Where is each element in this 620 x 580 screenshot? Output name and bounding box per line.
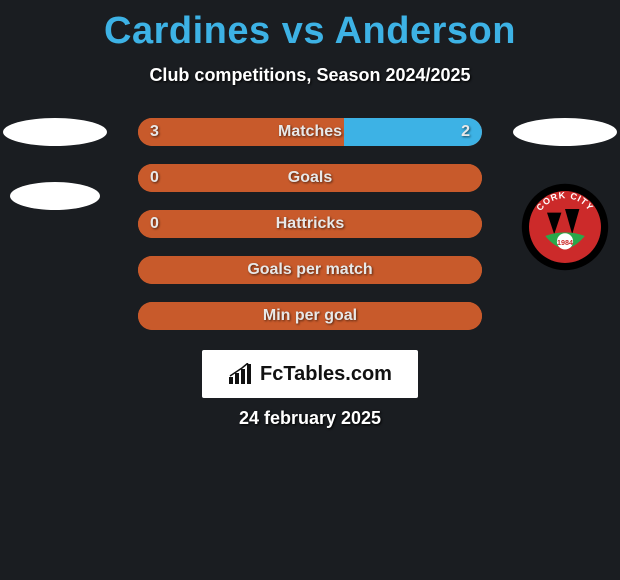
cork-city-crest-icon: 1984 CORK CITY [520, 182, 610, 272]
stat-row-goals-per-match: Goals per match [138, 256, 482, 284]
stat-row-min-per-goal: Min per goal [138, 302, 482, 330]
team-logo-placeholder [3, 118, 107, 146]
fctables-watermark: FcTables.com [202, 350, 418, 398]
player-a-logos [0, 118, 110, 210]
stat-label: Hattricks [138, 210, 482, 238]
stat-label: Matches [138, 118, 482, 146]
stat-label: Min per goal [138, 302, 482, 330]
player-b-logos: 1984 CORK CITY [510, 118, 620, 272]
team-logo-placeholder [513, 118, 617, 146]
team-logo-placeholder [10, 182, 100, 210]
date-label: 24 february 2025 [0, 408, 620, 429]
stat-row-hattricks: 0Hattricks [138, 210, 482, 238]
comparison-stats: 3Matches2 0Goals 0Hattricks Goals per match… [138, 118, 482, 330]
stat-value-b: 2 [461, 118, 470, 146]
brand-text: FcTables.com [260, 363, 392, 386]
svg-text:1984: 1984 [557, 238, 573, 247]
stat-label: Goals per match [138, 256, 482, 284]
stat-row-goals: 0Goals [138, 164, 482, 192]
stat-label: Goals [138, 164, 482, 192]
stat-row-matches: 3Matches2 [138, 118, 482, 146]
bars-icon [228, 363, 254, 385]
page-title: Cardines vs Anderson [0, 0, 620, 53]
subtitle: Club competitions, Season 2024/2025 [0, 65, 620, 86]
